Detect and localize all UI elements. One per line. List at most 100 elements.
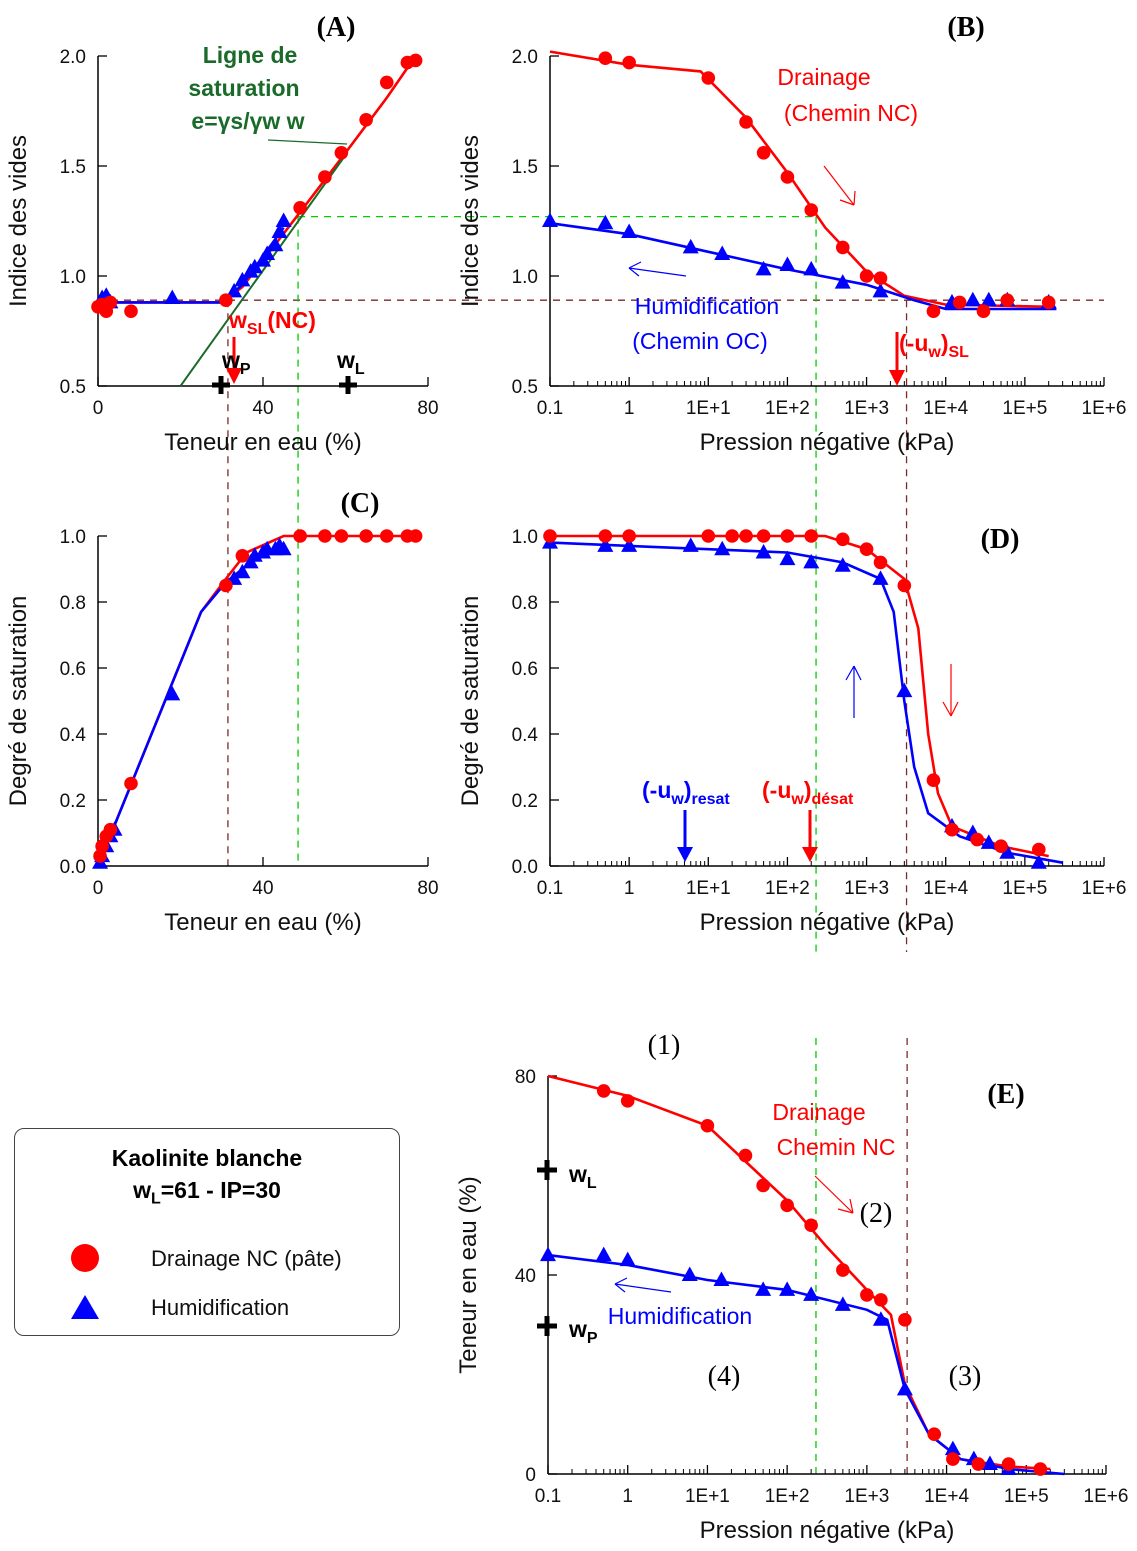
humid-point-b xyxy=(597,214,614,230)
x-tick-label-d: 1 xyxy=(624,878,635,899)
humid-point-e xyxy=(803,1286,820,1301)
wl-label: wL xyxy=(336,347,365,378)
humid-point-b xyxy=(755,260,772,276)
panel-e: 0.1 1 1E+1 1E+2 1E+3 1E+4 1E+5 1E+6 0 40 80 Pressio… xyxy=(455,1067,1128,1544)
humid-point-a xyxy=(267,236,284,252)
humid-point-b xyxy=(980,291,997,307)
x-axis-label-b: Pression négative (kPa) xyxy=(700,429,955,456)
drainage-point-a xyxy=(334,146,349,160)
drainage-point-b xyxy=(835,240,850,255)
drainage-point-e xyxy=(898,1312,912,1327)
triangle-marker-icon xyxy=(71,1295,99,1319)
desat-arrow-head xyxy=(802,847,818,862)
drainage-arrow-e-head xyxy=(837,1198,854,1214)
drainage-point-e xyxy=(971,1457,986,1471)
drainage-point-c xyxy=(235,549,250,563)
humid-point-a xyxy=(234,271,251,287)
region-4: (4) xyxy=(708,1361,741,1392)
y-tick-label-a: 1.5 xyxy=(60,157,86,178)
drainage-arrow-e xyxy=(814,1175,854,1214)
drainage-point-e xyxy=(780,1198,794,1213)
saturation-leader xyxy=(267,139,348,145)
drainage-point-d xyxy=(622,529,636,543)
x-tick-label-d: 1E+3 xyxy=(844,878,889,899)
region-3: (3) xyxy=(949,1361,982,1392)
x-tick-label-b: 1E+1 xyxy=(686,398,731,419)
drainage-point-b xyxy=(598,51,613,65)
curve-e-triangle xyxy=(547,1253,1065,1476)
humid-point-b xyxy=(964,291,981,307)
legend-item-drainage: Drainage NC (pâte) xyxy=(15,1244,399,1274)
humid-point-d xyxy=(896,682,913,698)
drainage-point-b xyxy=(756,146,771,160)
y-tick-label-a: 0.5 xyxy=(60,377,86,398)
resat-arrow-head xyxy=(677,847,693,862)
drainage-point-b xyxy=(1041,295,1056,310)
panel-d: 0.1 1 1E+1 1E+2 1E+3 1E+4 1E+5 1E+6 0.0 0.2 0.4 0.6… xyxy=(457,527,1126,936)
y-tick-label-b: 1.5 xyxy=(512,157,538,178)
drainage-point-e xyxy=(874,1293,888,1307)
panel-label-a: (A) xyxy=(317,12,356,43)
y-tick-label-c: 0.4 xyxy=(60,725,87,746)
curve-c-triangle xyxy=(96,544,285,867)
uw-sl-arrow-head xyxy=(889,370,905,386)
humid-arrow-b-head xyxy=(628,261,642,277)
x-tick-label-e: 1E+2 xyxy=(765,1486,810,1507)
drainage-point-d xyxy=(780,529,795,543)
y-tick-label-d: 1.0 xyxy=(512,527,538,548)
humid-point-e xyxy=(896,1380,913,1396)
humid-label-b-1: Humidification xyxy=(635,293,779,319)
humid-point-e xyxy=(944,1440,961,1456)
humid-point-e xyxy=(981,1455,998,1471)
drainage-point-d xyxy=(725,529,739,543)
x-tick-label-e: 1E+1 xyxy=(685,1486,730,1507)
drainage-arrow-b xyxy=(823,165,855,206)
drainage-point-d xyxy=(804,529,819,543)
humid-point-e xyxy=(834,1296,851,1311)
humid-point-d xyxy=(597,537,614,552)
x-tick-label-d: 1E+6 xyxy=(1082,878,1127,899)
humid-point-c xyxy=(234,563,251,579)
drainage-point-d xyxy=(994,839,1008,853)
x-tick-label-a: 80 xyxy=(417,398,438,419)
x-tick-label-e: 1E+4 xyxy=(924,1486,969,1507)
uw-desat-label: (-uw)désat xyxy=(762,777,854,808)
wl-marker xyxy=(339,376,357,394)
drainage-label-b-2: (Chemin NC) xyxy=(784,100,918,126)
x-tick-label-a: 0 xyxy=(93,398,104,419)
wp-label: wP xyxy=(221,347,251,378)
drainage-point-e xyxy=(946,1452,960,1466)
x-tick-label-b: 1E+4 xyxy=(923,398,968,419)
humid-point-b xyxy=(834,274,851,289)
y-tick-label-d: 0.8 xyxy=(512,593,538,614)
humid-point-d xyxy=(621,537,638,552)
wsl-label: wSL(NC) xyxy=(228,307,316,338)
x-axis-label-a: Teneur en eau (%) xyxy=(164,429,361,456)
drainage-point-c xyxy=(318,529,332,543)
saturation-equation: e=γs/γw w xyxy=(191,108,304,134)
circle-marker-icon xyxy=(71,1244,99,1272)
humid-point-b xyxy=(621,223,638,238)
drainage-point-e xyxy=(804,1218,818,1233)
wl-marker-e xyxy=(537,1160,557,1180)
x-tick-label-d: 0.1 xyxy=(537,878,563,899)
curve-d-triangle xyxy=(549,541,1063,864)
drainage-point-d xyxy=(873,555,888,570)
y-tick-label-c: 0.2 xyxy=(60,791,86,812)
x-axis-label-e: Pression négative (kPa) xyxy=(700,1517,955,1544)
drainage-point-e xyxy=(927,1427,942,1441)
humid-point-a xyxy=(164,289,181,304)
drainage-point-b xyxy=(701,71,716,85)
drainage-label-b-1: Drainage xyxy=(777,64,870,90)
y-tick-label-a: 1.0 xyxy=(60,267,86,288)
wp-label-e: wP xyxy=(568,1316,598,1347)
panel-c: 0 40 80 0.0 0.2 0.4 0.6 0.8 1.0 Teneur en eau (%)… xyxy=(5,527,439,936)
humid-point-b xyxy=(872,282,889,298)
drainage-point-a xyxy=(293,201,307,215)
x-tick-label-e: 0.1 xyxy=(535,1486,561,1507)
drainage-point-d xyxy=(543,529,557,543)
humid-point-d xyxy=(980,834,997,849)
humid-point-b xyxy=(803,260,820,276)
saturation-line-label-2: saturation xyxy=(188,75,299,101)
